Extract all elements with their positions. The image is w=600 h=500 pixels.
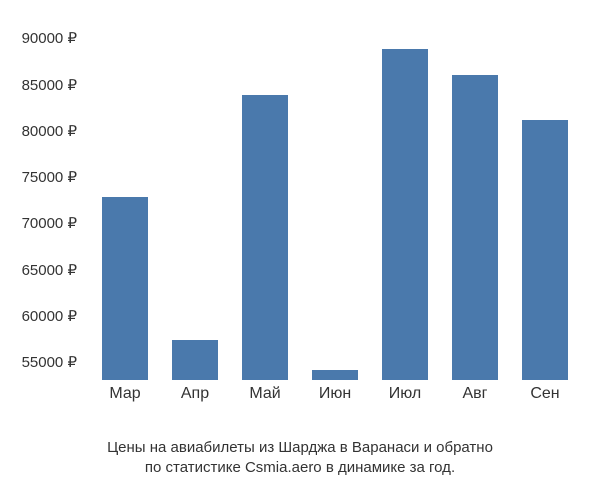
bar [522,120,568,380]
caption-line-2: по статистике Csmia.aero в динамике за г… [0,458,600,478]
y-tick-label: 80000 ₽ [22,122,77,140]
y-tick-label: 60000 ₽ [22,307,77,325]
y-tick-label: 75000 ₽ [22,168,77,186]
y-axis: 55000 ₽ 60000 ₽ 65000 ₽ 70000 ₽ 75000 ₽ 80000… [0,10,85,405]
bar-slot [515,10,575,380]
x-tick-label: Май [235,385,295,415]
bars-group [90,10,580,380]
y-tick-label: 55000 ₽ [22,353,77,371]
y-tick-label: 65000 ₽ [22,261,77,279]
chart-caption: Цены на авиабилеты из Шарджа в Варанаси … [0,438,600,479]
x-tick-label: Апр [165,385,225,415]
plot-area [90,10,580,380]
bar [172,340,218,380]
x-axis: Мар Апр Май Июн Июл Авг Сен [90,385,580,415]
bar [382,49,428,380]
chart-container [90,10,580,405]
bar [452,75,498,380]
bar-slot [375,10,435,380]
x-tick-label: Июл [375,385,435,415]
x-tick-label: Мар [95,385,155,415]
bar-slot [445,10,505,380]
y-tick-label: 95000 ₽ [22,0,77,1]
bar-slot [235,10,295,380]
x-tick-label: Июн [305,385,365,415]
bar [242,95,288,380]
x-tick-label: Сен [515,385,575,415]
bar [312,370,358,380]
x-tick-label: Авг [445,385,505,415]
bar-slot [305,10,365,380]
y-tick-label: 85000 ₽ [22,76,77,94]
bar-slot [165,10,225,380]
bar-slot [95,10,155,380]
y-tick-label: 70000 ₽ [22,214,77,232]
caption-line-1: Цены на авиабилеты из Шарджа в Варанаси … [0,438,600,458]
bar [102,197,148,380]
y-tick-label: 90000 ₽ [22,29,77,47]
